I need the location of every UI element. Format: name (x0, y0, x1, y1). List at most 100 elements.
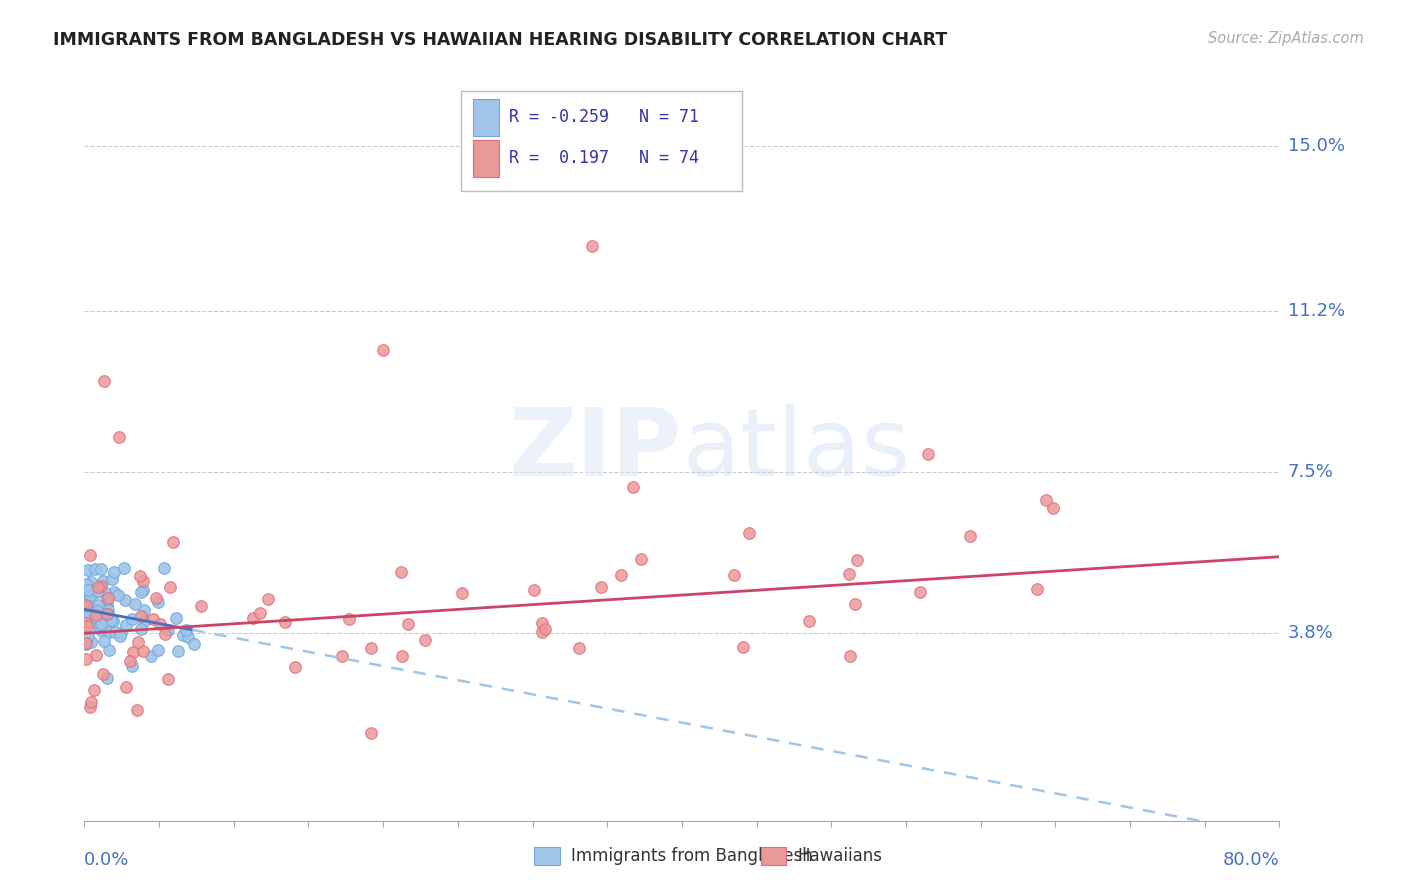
Point (96, 598, 118, 612)
Point (373, 343, 395, 358)
Point (146, 643, 169, 657)
Point (723, 567, 745, 582)
Point (1042, 500, 1064, 515)
Point (91, 611, 114, 625)
Text: 7.5%: 7.5% (1288, 463, 1334, 482)
Text: R =  0.197   N = 74: R = 0.197 N = 74 (509, 149, 699, 167)
Text: R = -0.259   N = 71: R = -0.259 N = 71 (509, 108, 699, 127)
Point (79, 590, 101, 604)
Point (157, 623, 180, 637)
Point (97, 591, 120, 605)
Point (581, 239, 603, 253)
Point (77, 563, 100, 577)
Point (121, 612, 143, 626)
Point (103, 584, 125, 599)
Point (84, 610, 107, 624)
Point (165, 611, 187, 625)
Point (1035, 492, 1057, 507)
Point (273, 615, 295, 629)
Point (917, 447, 939, 461)
Point (284, 659, 307, 673)
Point (190, 599, 212, 613)
Point (177, 630, 200, 644)
Point (451, 586, 474, 600)
Point (83, 683, 105, 698)
FancyBboxPatch shape (461, 91, 742, 191)
Point (152, 560, 174, 574)
Point (104, 625, 127, 640)
Point (121, 659, 143, 673)
Point (413, 632, 436, 647)
Point (389, 566, 412, 580)
Point (589, 580, 612, 594)
Point (80, 695, 103, 709)
Point (97, 603, 120, 617)
Point (80, 574, 103, 589)
Point (799, 614, 821, 628)
Point (90, 616, 112, 631)
Point (149, 617, 172, 632)
Point (96, 607, 118, 621)
Text: 3.8%: 3.8% (1288, 624, 1333, 642)
Point (110, 625, 132, 640)
Point (330, 649, 353, 664)
Point (159, 580, 181, 594)
Point (93, 601, 115, 615)
Point (90, 562, 112, 576)
Point (103, 565, 125, 579)
Point (839, 648, 862, 663)
Point (176, 623, 198, 637)
Text: 80.0%: 80.0% (1223, 851, 1279, 869)
Point (127, 703, 149, 717)
Point (129, 622, 152, 636)
Point (530, 616, 553, 631)
Point (96, 592, 118, 607)
Point (118, 654, 141, 668)
Point (610, 567, 633, 582)
Text: Immigrants from Bangladesh: Immigrants from Bangladesh (571, 847, 813, 865)
Point (129, 568, 152, 582)
Point (93, 634, 115, 648)
Text: Source: ZipAtlas.com: Source: ZipAtlas.com (1208, 31, 1364, 46)
Point (77, 606, 100, 620)
Point (86, 602, 108, 616)
Point (76, 589, 98, 603)
Point (172, 628, 194, 642)
Point (249, 607, 271, 621)
Point (77, 629, 100, 643)
Point (75, 604, 97, 618)
Point (80, 635, 103, 649)
Point (84, 585, 107, 599)
Point (103, 614, 125, 628)
Point (93, 574, 115, 589)
Point (337, 612, 360, 626)
Point (93, 586, 115, 600)
Point (75, 603, 97, 617)
Point (131, 582, 153, 597)
Point (108, 430, 131, 444)
Point (139, 649, 162, 664)
Point (84, 615, 107, 629)
Point (93, 666, 115, 681)
Point (360, 641, 382, 656)
Point (100, 613, 122, 627)
Point (162, 534, 184, 549)
Point (844, 597, 866, 611)
Point (107, 588, 129, 602)
Point (80, 605, 103, 619)
Point (132, 574, 155, 588)
Text: 11.2%: 11.2% (1288, 302, 1346, 320)
Point (112, 560, 135, 574)
Point (959, 529, 981, 543)
Point (183, 637, 205, 651)
Point (523, 583, 546, 598)
Point (360, 726, 382, 740)
Point (75, 652, 97, 666)
Point (621, 480, 644, 494)
Point (257, 591, 280, 606)
Point (129, 584, 152, 599)
Point (145, 591, 167, 605)
Point (132, 644, 155, 658)
Point (134, 615, 156, 629)
Point (75, 616, 97, 631)
